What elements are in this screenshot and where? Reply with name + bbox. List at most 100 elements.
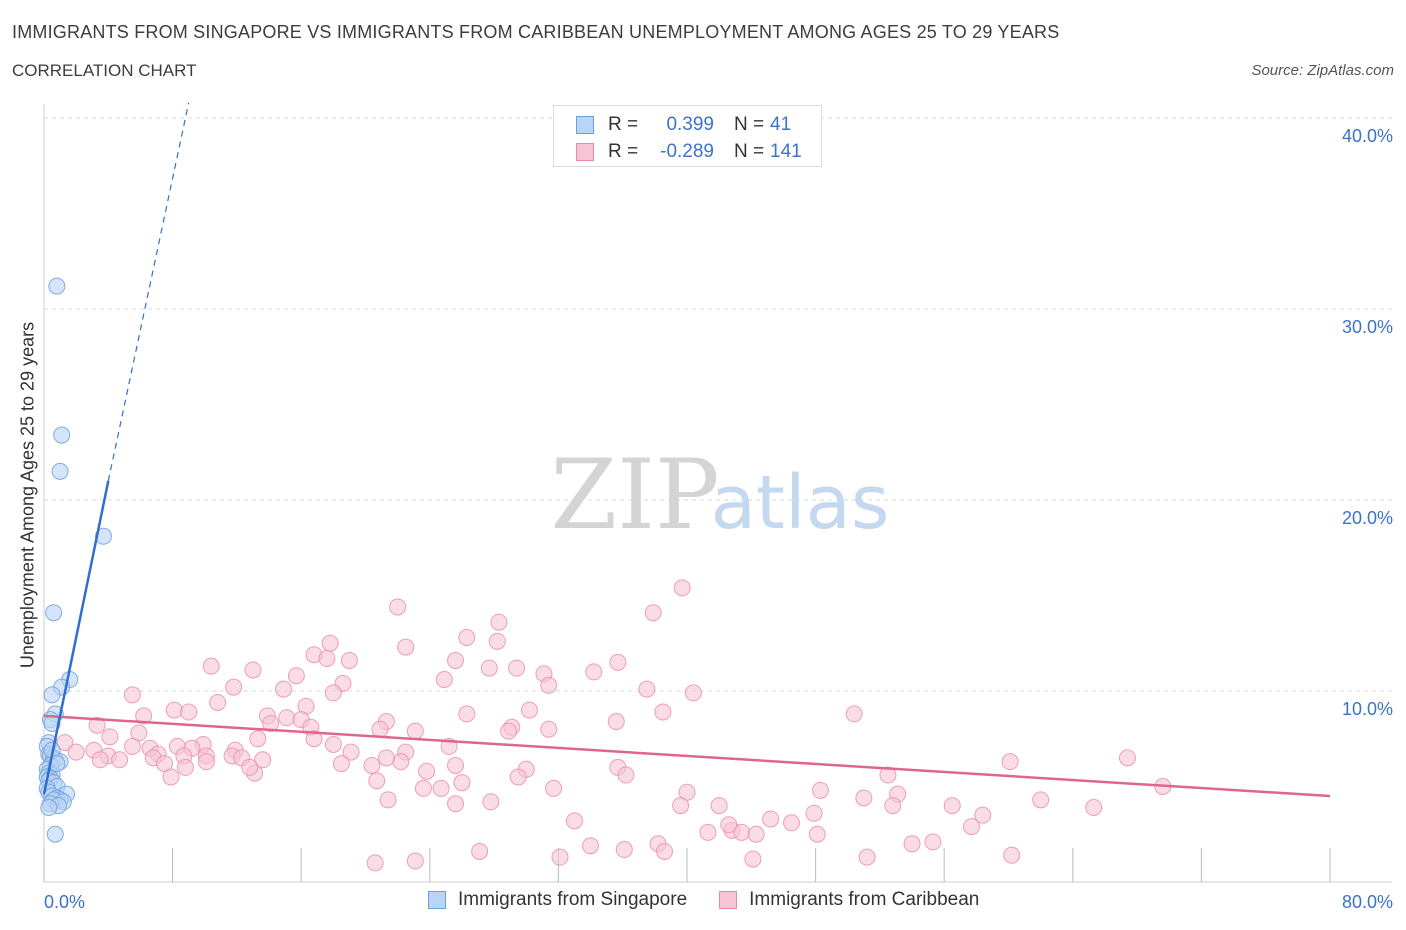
caribbean-point [244, 661, 262, 679]
source-label: Source: ZipAtlas.com [1251, 62, 1394, 79]
caribbean-point [287, 667, 305, 685]
caribbean-point [747, 825, 765, 843]
tick-labels: 10.0% 20.0% 30.0% 40.0% 0.0% 80.0% [44, 126, 1393, 912]
caribbean-point [363, 756, 381, 774]
caribbean-point [720, 816, 738, 834]
caribbean-point [508, 659, 526, 677]
caribbean-point [379, 791, 397, 809]
caribbean-point [845, 705, 863, 723]
caribbean-point [123, 737, 141, 755]
caribbean-point [471, 842, 489, 860]
caribbean-point [225, 678, 243, 696]
caribbean-point [458, 629, 476, 647]
singapore-point [48, 755, 66, 773]
caribbean-point [67, 743, 85, 761]
caribbean-point [305, 730, 323, 748]
caribbean-point [782, 814, 800, 832]
r-value-singapore: 0.399 [666, 114, 714, 135]
r-label: R = [608, 141, 639, 162]
caribbean-point [241, 758, 259, 776]
caribbean-point [943, 797, 961, 815]
caribbean-legend-swatch [719, 891, 738, 909]
caribbean-point [1118, 749, 1136, 767]
caribbean-point [480, 659, 498, 677]
caribbean-point [406, 852, 424, 870]
caribbean-point [453, 774, 471, 792]
caribbean-point [197, 753, 215, 771]
singapore-trend-extension [107, 102, 190, 482]
singapore-points [38, 277, 112, 843]
caribbean-point [392, 753, 410, 771]
legend-item-singapore[interactable]: Immigrants from Singapore [428, 889, 687, 911]
caribbean-point [884, 797, 902, 815]
caribbean-point [368, 772, 386, 790]
caribbean-point [406, 722, 424, 740]
singapore-point [48, 277, 66, 295]
caribbean-point [111, 751, 129, 769]
caribbean-point [332, 755, 350, 773]
watermark-zip: ZIP [550, 439, 719, 551]
caribbean-point [974, 806, 992, 824]
caribbean-point [744, 850, 762, 868]
n-label: N = [734, 114, 765, 135]
caribbean-point [858, 848, 876, 866]
singapore-trend-line [42, 480, 110, 795]
correlation-legend: R = 0.399 N = 41 R = -0.289 N = 141 [553, 105, 822, 167]
y-axis-label: Unemployment Among Ages 25 to 29 years [17, 321, 38, 669]
y-tick-label: 30.0% [1342, 317, 1393, 337]
caribbean-point [811, 781, 829, 799]
caribbean-point [414, 779, 432, 797]
caribbean-point [490, 613, 508, 631]
caribbean-point [879, 766, 897, 784]
singapore-point [53, 426, 71, 444]
caribbean-point [903, 835, 921, 853]
n-value-caribbean: 141 [770, 141, 802, 162]
legend-item-caribbean[interactable]: Immigrants from Caribbean [719, 889, 979, 911]
caribbean-point [500, 722, 518, 740]
caribbean-point [447, 756, 465, 774]
x-tick-label: 0.0% [44, 892, 85, 912]
legend-label-singapore: Immigrants from Singapore [458, 889, 688, 910]
caribbean-point [482, 793, 500, 811]
watermark-atlas: atlas [711, 460, 890, 546]
singapore-legend-swatch [428, 891, 446, 909]
caribbean-point [488, 632, 506, 650]
caribbean-point [710, 797, 728, 815]
caribbean-point [123, 686, 141, 704]
singapore-point [45, 604, 63, 622]
caribbean-point [1085, 799, 1103, 817]
singapore-point [94, 527, 112, 545]
caribbean-point [275, 680, 293, 698]
caribbean-point [418, 762, 436, 780]
caribbean-point [435, 671, 453, 689]
caribbean-point [447, 795, 465, 813]
caribbean-point [855, 789, 873, 807]
caribbean-point [101, 728, 119, 746]
n-value-singapore: 41 [770, 114, 792, 135]
singapore-point [51, 462, 69, 480]
caribbean-point [432, 779, 450, 797]
caribbean-point [551, 848, 569, 866]
r-label: R = [608, 114, 639, 135]
caribbean-point [607, 713, 625, 731]
caribbean-point [162, 768, 180, 786]
caribbean-point [644, 604, 662, 622]
caribbean-point [615, 841, 633, 859]
singapore-point [46, 825, 64, 843]
caribbean-point [366, 854, 384, 872]
caribbean-point [397, 638, 415, 656]
r-value-caribbean: -0.289 [660, 141, 714, 162]
x-tick-label: 80.0% [1342, 892, 1393, 912]
caribbean-point [389, 598, 407, 616]
caribbean-point [540, 676, 558, 694]
caribbean-point [135, 707, 153, 725]
caribbean-point [91, 751, 109, 769]
caribbean-point [565, 812, 583, 830]
caribbean-point [278, 709, 296, 727]
y-tick-label: 40.0% [1342, 126, 1393, 146]
caribbean-point [585, 663, 603, 681]
chart-subtitle: CORRELATION CHART [12, 61, 197, 80]
chart-title: IMMIGRANTS FROM SINGAPORE VS IMMIGRANTS … [12, 22, 1060, 42]
series-legend: Immigrants from Singapore Immigrants fro… [428, 889, 1011, 911]
